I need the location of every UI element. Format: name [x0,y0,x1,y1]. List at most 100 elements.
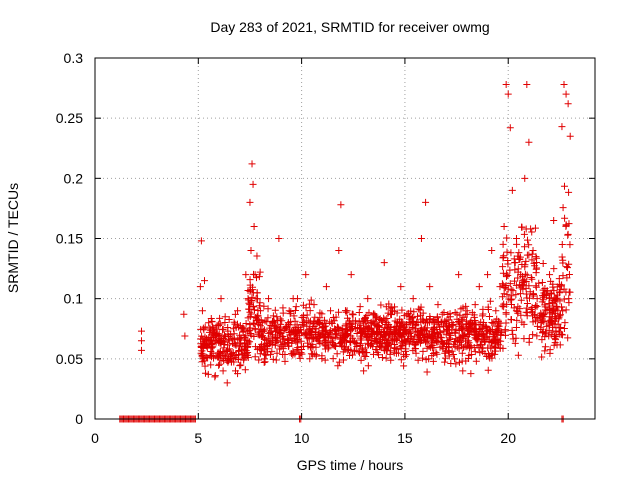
data-point-noise [357,325,365,333]
data-point-noise [525,241,533,249]
data-point-noise [335,326,343,334]
data-point-noise [216,314,224,322]
data-point-noise [372,346,380,354]
data-point-noise [555,275,563,283]
data-point-noise [378,353,386,361]
data-point-noise [446,335,454,343]
data-point-noise [219,325,227,333]
data-point-noise [566,241,574,249]
data-point-noise [281,340,289,348]
data-point-noise [318,323,326,331]
data-point-noise [538,353,546,361]
data-point-noise [255,356,263,364]
x-tick-label: 20 [500,430,516,446]
data-point-noise [249,319,257,327]
data-point-noise [272,339,280,347]
data-point [504,90,512,98]
data-point-noise [361,315,369,323]
data-point-noise [311,328,319,336]
data-point [417,235,425,242]
data-point [434,301,442,309]
data-point-noise [409,324,417,332]
data-point-noise [539,296,547,304]
data-point-noise [421,334,429,342]
data-point-noise [334,362,342,370]
data-point [223,379,231,387]
data-point-noise [264,305,272,313]
data-point-noise [372,335,380,343]
data-point-noise [533,254,541,262]
data-point-noise [410,308,418,316]
data-point-noise [486,312,494,320]
data-point [364,295,372,303]
data-point-noise [540,291,548,299]
data-point-noise [526,294,534,302]
data-point-noise [503,273,511,281]
data-point-noise [264,314,272,322]
data-point-noise [556,312,564,320]
data-point-noise [293,333,301,341]
data-point-noise [506,280,514,288]
data-point-noise [250,306,258,314]
data-point-noise [376,326,384,334]
data-point-noise [443,327,451,335]
data-point-noise [245,305,253,313]
data-point [327,307,335,315]
data-point-noise [539,260,547,268]
data-point-noise [364,362,372,370]
data-point-noise [230,330,238,338]
data-point-noise [561,319,569,327]
data-point-noise [516,253,524,261]
data-point-noise [413,312,421,320]
data-point-noise [504,271,512,279]
x-tick-label: 0 [91,430,99,446]
data-point-noise [549,305,557,313]
data-point-noise [375,322,383,330]
data-point-noise [508,326,516,334]
data-point-noise [562,306,570,314]
data-point-noise [255,273,263,281]
data-point-noise [377,301,385,309]
data-point-noise [484,303,492,311]
data-point-noise [281,357,289,365]
data-point-noise [237,361,245,369]
x-tick-label: 15 [397,430,413,446]
data-point-noise [330,317,338,325]
data-point-noise [282,323,290,331]
data-point [558,123,566,131]
data-point-noise [307,296,315,304]
data-point-noise [256,328,264,336]
data-point-noise [409,313,417,321]
data-point-noise [511,339,519,347]
data-point-noise [329,355,337,363]
data-point-noise [198,332,206,340]
data-point-noise [543,287,551,295]
data-point-noise [425,343,433,351]
data-point-noise [283,322,291,330]
data-point-noise [321,356,329,364]
data-point-noise [247,331,255,339]
data-point-noise [521,243,529,251]
data-point [409,295,417,303]
data-point-noise [452,325,460,333]
data-point-noise [274,317,282,325]
data-point-noise [429,357,437,365]
data-point-noise [382,354,390,362]
data-point-noise [236,339,244,347]
data-point-noise [488,318,496,326]
data-point-noise [528,228,536,236]
data-point-noise [305,300,313,308]
data-point-noise [533,302,541,310]
data-point-noise [455,336,463,344]
data-point-noise [223,357,231,365]
data-point-noise [456,320,464,328]
data-point-noise [250,270,258,278]
data-point [502,80,510,88]
data-point-noise [451,342,459,350]
data-point-noise [348,310,356,318]
data-point-noise [491,331,499,339]
data-point-noise [507,316,515,324]
data-point-noise [231,310,239,318]
data-point-noise [522,257,530,265]
